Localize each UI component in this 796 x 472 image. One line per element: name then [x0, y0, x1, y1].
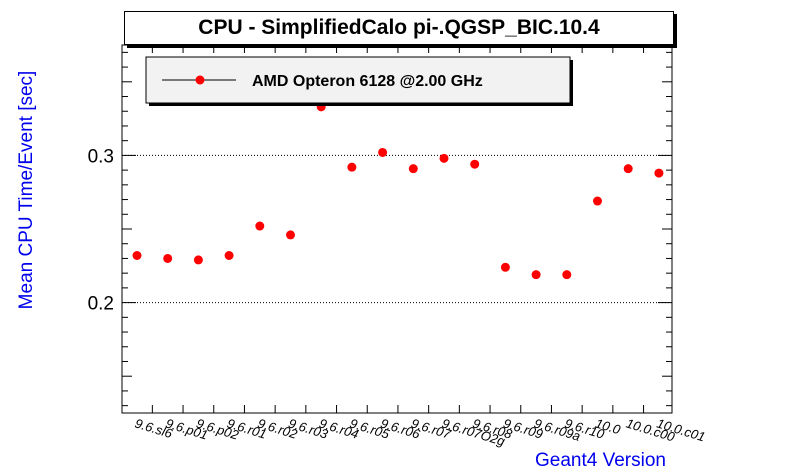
data-point — [193, 255, 203, 265]
data-point — [163, 253, 173, 263]
data-point — [132, 250, 142, 260]
x-tick-label: 10.0 — [594, 416, 623, 438]
data-point — [623, 164, 633, 174]
data-points — [132, 102, 664, 280]
y-tick-labels: 0.2 0.3 — [88, 146, 114, 314]
grid-lines — [122, 154, 672, 304]
data-point — [654, 168, 664, 178]
chart-title: CPU - SimplifiedCalo pi-.QGSP_BIC.10.4 — [124, 11, 674, 45]
data-point — [593, 196, 602, 206]
x-tick-labels: 9.6.sl69.6.p019.6.p029.6.r019.6.r029.6.r… — [133, 416, 707, 450]
data-point — [439, 153, 449, 163]
data-point — [500, 262, 510, 272]
y-tick-label: 0.3 — [88, 146, 114, 167]
data-point — [347, 162, 357, 172]
data-point — [470, 159, 480, 169]
data-point — [224, 250, 234, 260]
axis-ticks — [122, 45, 672, 413]
data-point — [378, 147, 388, 157]
legend: AMD Opteron 6128 @2.00 GHz — [145, 56, 573, 106]
data-point — [255, 221, 265, 231]
legend-series-label: AMD Opteron 6128 @2.00 GHz — [252, 73, 483, 90]
x-axis-label: Geant4 Version — [535, 450, 666, 471]
y-tick-label: 0.2 — [88, 294, 114, 315]
data-point — [286, 230, 295, 240]
data-point — [408, 164, 418, 174]
y-axis-label: Mean CPU Time/Event [sec] — [16, 71, 37, 310]
data-point — [562, 270, 572, 280]
legend-marker-swatch — [195, 75, 205, 85]
data-point — [531, 270, 541, 280]
